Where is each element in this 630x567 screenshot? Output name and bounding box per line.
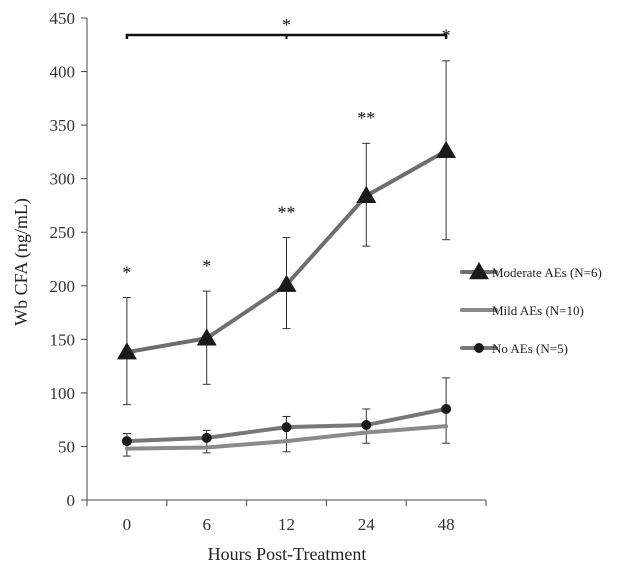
y-tick-label: 450 (50, 9, 76, 28)
significance-marker: * (442, 26, 451, 46)
x-tick-label: 48 (438, 515, 455, 534)
data-point-0-2 (276, 274, 297, 292)
legend-label-2: No AEs (N=5) (492, 341, 568, 356)
y-axis-title: Wb CFA (ng/mL) (11, 198, 32, 326)
significance-bracket: * (125, 15, 448, 39)
series-markers (116, 140, 457, 447)
y-tick-label: 200 (50, 277, 76, 296)
y-tick-label: 400 (50, 63, 76, 82)
data-point-2-1 (201, 432, 212, 443)
significance-marker: * (122, 262, 131, 282)
data-point-0-3 (356, 185, 377, 204)
data-point-2-4 (441, 403, 452, 414)
significance-marker: ** (357, 108, 375, 128)
error-bars (122, 60, 451, 457)
data-point-2-2 (281, 422, 292, 433)
x-axis-title: Hours Post-Treatment (208, 544, 367, 564)
y-tick-label: 250 (50, 223, 76, 242)
legend-label-1: Mild AEs (N=10) (492, 303, 584, 318)
x-tick-label: 12 (278, 515, 295, 534)
y-tick-label: 300 (50, 170, 76, 189)
legend: Moderate AEs (N=6) Mild AEs (N=10) No AEs … (460, 262, 602, 356)
data-point-0-0 (116, 342, 137, 360)
data-point-0-4 (436, 140, 457, 159)
legend-label-0: Moderate AEs (N=6) (492, 265, 602, 280)
ticks: 0 50 100 150 200 250 300 350 400 450 0 6 12 24 48 (50, 9, 487, 534)
y-tick-label: 50 (58, 437, 75, 456)
axes (86, 18, 486, 501)
data-point-2-0 (121, 436, 132, 447)
data-point-2-3 (361, 420, 372, 431)
y-tick-label: 0 (67, 491, 76, 510)
series-line-1 (124, 424, 449, 451)
x-tick-label: 24 (358, 515, 376, 534)
bracket-label: * (282, 15, 291, 35)
legend-marker-0 (469, 262, 489, 280)
legend-marker-2 (474, 343, 484, 353)
y-tick-label: 100 (50, 384, 76, 403)
significance-marker: ** (278, 202, 296, 222)
y-tick-label: 150 (50, 330, 76, 349)
significance-annotations: * ****** (122, 26, 450, 283)
x-tick-label: 0 (123, 515, 132, 534)
x-tick-label: 6 (202, 515, 211, 534)
y-tick-label: 350 (50, 116, 76, 135)
significance-marker: * (202, 256, 211, 276)
data-point-0-1 (196, 328, 217, 346)
